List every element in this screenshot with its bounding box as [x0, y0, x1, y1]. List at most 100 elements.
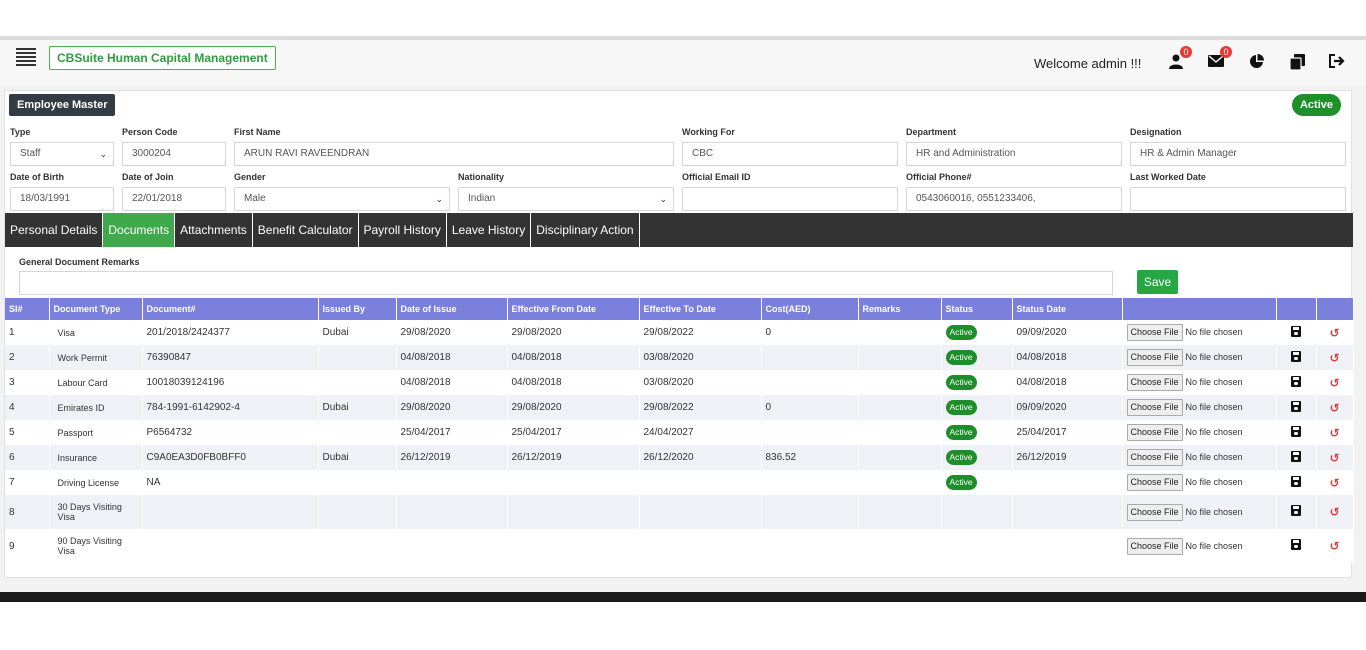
cell-issued-by: Dubai — [318, 395, 397, 420]
file-status-text: No file chosen — [1185, 352, 1243, 362]
department-input[interactable]: HR and Administration — [906, 142, 1122, 166]
tab-payroll-history[interactable]: Payroll History — [359, 213, 447, 247]
table-row: 2 Work Permit 76390847 04/08/2018 04/08/2018… — [5, 345, 1354, 370]
brand-label[interactable]: CBSuite Human Capital Management — [49, 46, 276, 70]
choose-file-button[interactable]: Choose File — [1126, 424, 1183, 441]
designation-input[interactable]: HR & Admin Manager — [1130, 142, 1346, 166]
email-label: Official Email ID — [682, 172, 751, 182]
cell-status: Active — [941, 370, 1013, 395]
save-button[interactable]: Save — [1137, 270, 1178, 294]
save-icon[interactable] — [1291, 350, 1301, 362]
save-icon[interactable] — [1291, 325, 1301, 337]
undo-icon[interactable]: ↺ — [1329, 425, 1340, 440]
choose-file-button[interactable]: Choose File — [1126, 349, 1183, 366]
first-name-label: First Name — [234, 127, 281, 137]
cell-issued-by — [318, 495, 397, 529]
remarks-input[interactable] — [19, 271, 1113, 295]
choose-file-button[interactable]: Choose File — [1126, 374, 1183, 391]
cell-from: 29/08/2020 — [507, 320, 640, 345]
cell-issue: 29/08/2020 — [396, 395, 508, 420]
file-status-text: No file chosen — [1185, 402, 1243, 412]
tab-documents[interactable]: Documents — [103, 213, 176, 247]
table-header-row: Sl# Document Type Document# Issued By Da… — [5, 298, 1354, 320]
tab-attachments[interactable]: Attachments — [175, 213, 253, 247]
cell-save — [1276, 345, 1317, 370]
file-status-text: No file chosen — [1185, 506, 1243, 517]
cell-status-date: 09/09/2020 — [1012, 320, 1123, 345]
tab-disciplinary-action[interactable]: Disciplinary Action — [531, 213, 640, 247]
cell-to — [639, 495, 762, 529]
save-icon[interactable] — [1291, 505, 1301, 516]
cell-number: 76390847 — [142, 345, 319, 370]
first-name-input[interactable]: ARUN RAVI RAVEENDRAN — [234, 142, 674, 166]
person-code-input[interactable]: 3000204 — [122, 142, 226, 166]
choose-file-button[interactable]: Choose File — [1126, 324, 1183, 341]
cell-status: Active — [941, 445, 1013, 470]
type-select[interactable]: Staff ⌄ — [10, 142, 114, 166]
save-icon[interactable] — [1291, 425, 1301, 437]
cell-save — [1276, 470, 1317, 495]
column-header: Remarks — [858, 298, 942, 320]
dob-input[interactable]: 18/03/1991 — [10, 187, 114, 211]
save-icon[interactable] — [1291, 400, 1301, 412]
table-row: 6 Insurance C9A0EA3D0FB0BFF0 Dubai 26/12/201… — [5, 445, 1354, 470]
type-value: Staff — [20, 148, 41, 159]
choose-file-button[interactable]: Choose File — [1126, 474, 1183, 491]
cell-number: 784-1991-6142902-4 — [142, 395, 319, 420]
copy-documents-icon[interactable] — [1287, 54, 1307, 72]
cell-status: Active — [941, 420, 1013, 445]
undo-icon[interactable]: ↺ — [1329, 450, 1340, 465]
save-icon[interactable] — [1291, 539, 1301, 550]
undo-icon[interactable]: ↺ — [1329, 505, 1340, 519]
cell-issue — [396, 470, 508, 495]
choose-file-button[interactable]: Choose File — [1126, 449, 1183, 466]
cell-cost — [761, 420, 859, 445]
cell-remarks — [858, 529, 942, 563]
save-icon[interactable] — [1291, 475, 1301, 487]
department-label: Department — [906, 127, 957, 137]
cell-status-date: 04/08/2018 — [1012, 370, 1123, 395]
tab-personal-details[interactable]: Personal Details — [5, 213, 104, 247]
doj-input[interactable]: 22/01/2018 — [122, 187, 226, 211]
hamburger-menu-icon[interactable] — [16, 48, 36, 66]
choose-file-button[interactable]: Choose File — [1126, 399, 1183, 416]
type-label: Type — [10, 127, 31, 137]
save-icon[interactable] — [1291, 375, 1301, 387]
tab-benefit-calculator[interactable]: Benefit Calculator — [253, 213, 359, 247]
cell-remarks — [858, 470, 942, 495]
cell-remarks — [858, 420, 942, 445]
cell-cost — [761, 495, 859, 529]
page-title: Employee Master — [9, 94, 116, 116]
gender-select[interactable]: Male ⌄ — [234, 187, 450, 211]
email-input[interactable] — [682, 187, 898, 211]
undo-icon[interactable]: ↺ — [1329, 539, 1340, 553]
undo-icon[interactable]: ↺ — [1329, 325, 1340, 340]
choose-file-button[interactable]: Choose File — [1126, 537, 1183, 555]
pie-chart-icon[interactable] — [1246, 54, 1266, 72]
mail-icon[interactable]: 0 — [1206, 46, 1232, 72]
undo-icon[interactable]: ↺ — [1329, 400, 1340, 415]
undo-icon[interactable]: ↺ — [1329, 350, 1340, 365]
cell-remarks — [858, 395, 942, 420]
cell-file: Choose File No file chosen — [1122, 395, 1277, 420]
nationality-select[interactable]: Indian ⌄ — [458, 187, 674, 211]
cell-cost: 0 — [761, 320, 859, 345]
cell-sl: 7 — [5, 470, 50, 495]
phone-input[interactable]: 0543060016, 0551233406, — [906, 187, 1122, 211]
doj-label: Date of Join — [122, 172, 174, 182]
tab-leave-history[interactable]: Leave History — [447, 213, 532, 247]
logout-icon[interactable] — [1327, 54, 1347, 72]
cell-undo: ↺ — [1316, 420, 1354, 445]
undo-icon[interactable]: ↺ — [1329, 475, 1340, 490]
cell-from: 26/12/2019 — [507, 445, 640, 470]
column-header — [1316, 298, 1354, 320]
table-row: 5 Passport P6564732 25/04/2017 25/04/2017 24/… — [5, 420, 1354, 445]
undo-icon[interactable]: ↺ — [1329, 375, 1340, 390]
save-icon[interactable] — [1291, 450, 1301, 462]
last-worked-input[interactable] — [1130, 187, 1346, 211]
user-icon[interactable]: 0 — [1166, 46, 1192, 72]
choose-file-button[interactable]: Choose File — [1126, 503, 1183, 521]
cell-from — [507, 495, 640, 529]
cell-save — [1276, 370, 1317, 395]
working-for-input[interactable]: CBC — [682, 142, 898, 166]
